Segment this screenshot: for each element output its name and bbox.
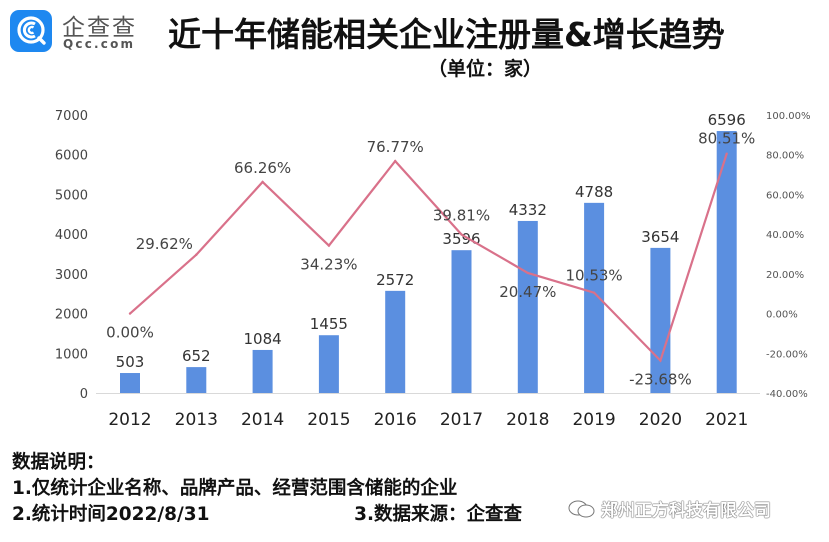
growth-point-2012	[128, 312, 132, 315]
growth-value-label: 39.81%	[433, 207, 490, 225]
bar-series	[120, 131, 737, 394]
x-tick-label: 2012	[108, 410, 151, 430]
x-tick-label: 2017	[440, 410, 483, 430]
growth-point-2019	[592, 291, 596, 294]
bar-2019	[584, 202, 605, 393]
bar-2018	[517, 220, 538, 393]
qcc-logo-icon	[17, 16, 46, 45]
bar-value-label: 1455	[310, 315, 348, 333]
qcc-logo: 企查查 Qcc.com	[10, 8, 150, 54]
y-right-tick-label: 40.00%	[766, 230, 804, 241]
x-tick-label: 2015	[307, 410, 350, 430]
growth-value-label: 80.51%	[698, 130, 755, 148]
y-right-tick-label: -40.00%	[766, 389, 808, 400]
bar-value-label: 652	[182, 347, 211, 365]
growth-point-2015	[327, 244, 331, 247]
y-right-tick-label: 0.00%	[766, 310, 798, 321]
line-series	[128, 152, 728, 363]
combo-chart: 0 1000 2000 3000 4000 5000 6000 7000 -40.00% -20…	[55, 109, 811, 430]
watermark: 郑州正方科技有限公司	[567, 496, 771, 524]
bar-value-label: 4332	[509, 201, 547, 219]
bar-value-label: 503	[116, 353, 145, 371]
bar-value-label: 4788	[575, 183, 613, 201]
x-tick-label: 2014	[241, 410, 284, 430]
growth-value-label: 10.53%	[565, 267, 622, 285]
growth-value-label: 20.47%	[499, 283, 556, 301]
y-left-tick-label: 4000	[55, 228, 88, 243]
bar-2015	[318, 335, 339, 393]
y-left-tick-label: 3000	[55, 268, 88, 283]
y-right-tick-label: 20.00%	[766, 270, 804, 281]
bar-value-label: 3654	[641, 228, 679, 246]
notes-heading: 数据说明：	[12, 452, 105, 473]
growth-rate-line	[129, 153, 728, 363]
y-right-tick-label: 100.00%	[766, 111, 811, 122]
bar-2021	[716, 131, 737, 394]
y-left-tick-label: 2000	[55, 308, 88, 323]
growth-point-2014	[261, 180, 264, 184]
chart-title: 近十年储能相关企业注册量&增长趋势	[168, 15, 725, 54]
x-tick-label: 2020	[639, 410, 682, 430]
bar-2017	[451, 250, 472, 393]
y-left-tick-label: 6000	[55, 149, 88, 164]
growth-value-label: 34.23%	[300, 256, 357, 274]
watermark-text: 郑州正方科技有限公司	[601, 501, 771, 521]
y-left-tick-label: 0	[80, 387, 88, 402]
growth-point-2020	[659, 359, 662, 362]
growth-point-2017	[460, 233, 463, 236]
bar-data-labels: 503 652 1084 1455 2572 3596 4332 4788 3654 6596	[116, 111, 746, 371]
wechat-icon	[567, 499, 597, 524]
growth-value-label: 76.77%	[367, 138, 424, 156]
y-right-tick-label: 80.00%	[766, 151, 804, 162]
qcc-logo-badge	[10, 10, 52, 52]
x-tick-label: 2021	[705, 410, 748, 430]
growth-value-label: 0.00%	[106, 324, 154, 342]
qcc-logo-name: 企查查	[62, 15, 137, 41]
growth-value-label: -23.68%	[629, 371, 692, 389]
bar-2012	[120, 373, 140, 393]
y-left-tick-label: 1000	[55, 347, 88, 362]
notes-row-2: 2.统计时间2022/8/31 3.数据来源：企查查	[12, 502, 522, 528]
x-tick-label: 2018	[506, 410, 549, 430]
bar-value-label: 3596	[442, 230, 480, 248]
x-tick-label: 2019	[572, 410, 615, 430]
data-notes: 数据说明： 1.仅统计企业名称、品牌产品、经营范围含储能的企业 2.统计时间20…	[12, 450, 522, 528]
growth-point-2018	[526, 271, 529, 275]
bar-value-label: 1084	[244, 330, 282, 348]
qcc-logo-domain: Qcc.com	[63, 37, 136, 51]
bar-2016	[385, 290, 406, 393]
bar-value-label: 2572	[376, 271, 414, 289]
notes-line-1: 1.仅统计企业名称、品牌产品、经营范围含储能的企业	[12, 478, 458, 499]
growth-point-2013	[195, 253, 198, 256]
x-tick-label: 2013	[175, 410, 218, 430]
y-right-tick-label: -20.00%	[766, 349, 808, 360]
y-axis-right: -40.00% -20.00% 0.00% 20.00% 40.00% 60.00% 80.…	[766, 111, 811, 400]
line-data-labels: 0.00% 29.62% 66.26% 34.23% 76.77% 39.81% 20.47…	[106, 130, 755, 389]
growth-point-2021	[725, 152, 728, 155]
growth-value-label: 29.62%	[136, 235, 193, 253]
notes-line-2: 2.统计时间2022/8/31	[12, 504, 210, 525]
bar-value-label: 6596	[708, 111, 746, 129]
x-tick-label: 2016	[374, 410, 417, 430]
growth-value-label: 66.26%	[234, 159, 291, 177]
growth-point-2016	[394, 159, 397, 163]
bar-2014	[252, 349, 273, 393]
y-axis-left: 0 1000 2000 3000 4000 5000 6000 7000	[55, 109, 88, 402]
x-axis-tick-labels: 2012 2013 2014 2015 2016 2017 2018 2019 2020 2021	[108, 410, 748, 430]
y-left-tick-label: 5000	[55, 188, 88, 203]
chart-subtitle: （单位：家）	[428, 58, 543, 80]
bar-2013	[186, 367, 207, 393]
notes-line-3: 3.数据来源：企查查	[354, 504, 522, 525]
y-right-tick-label: 60.00%	[766, 190, 804, 201]
y-left-tick-label: 7000	[55, 109, 88, 124]
